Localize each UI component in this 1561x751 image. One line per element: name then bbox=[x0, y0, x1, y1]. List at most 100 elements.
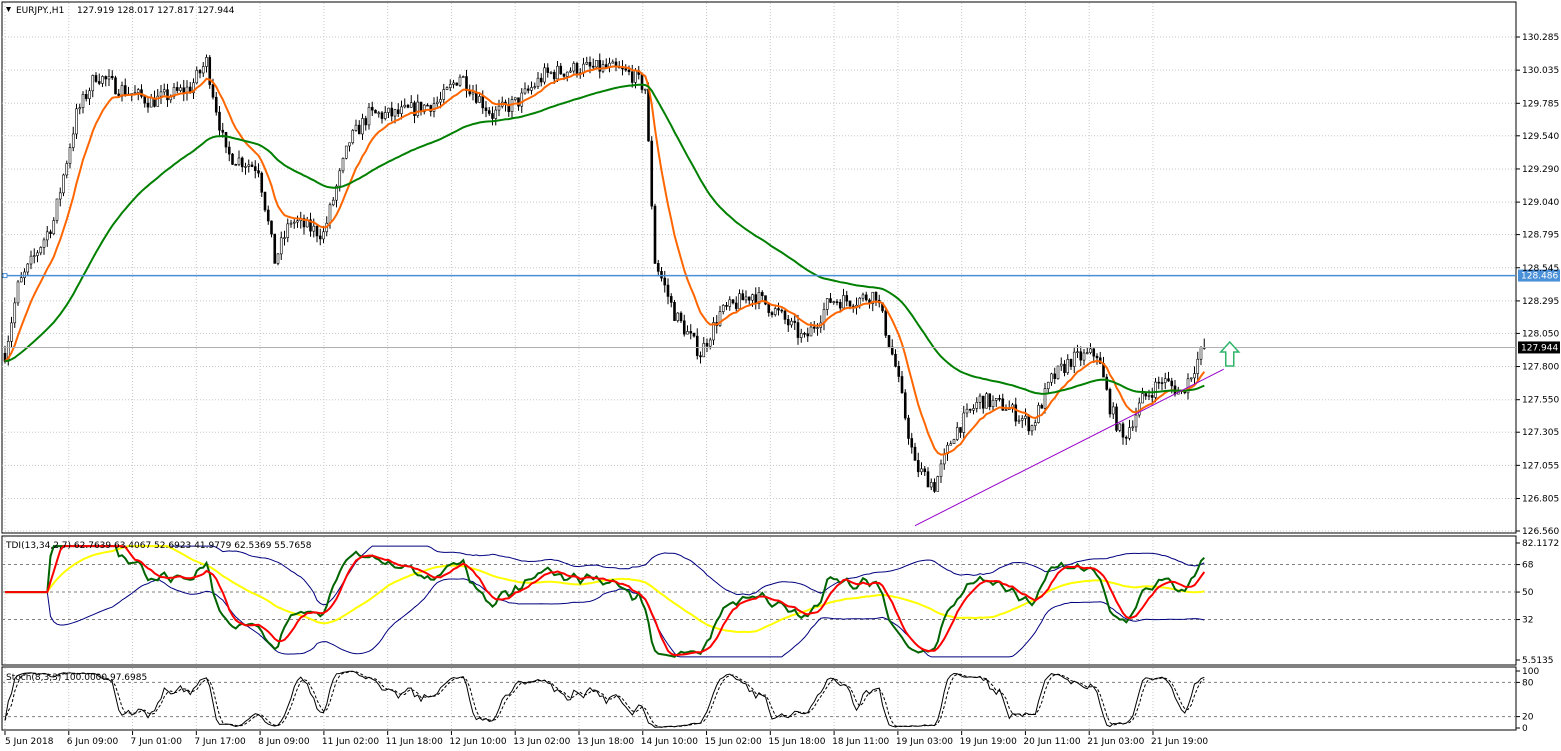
candle-body bbox=[760, 292, 764, 296]
candle-body bbox=[816, 327, 819, 329]
candle-body bbox=[832, 301, 836, 303]
candle-body bbox=[309, 219, 312, 232]
candle-body bbox=[985, 393, 988, 409]
candle-body bbox=[442, 89, 446, 100]
candle-body bbox=[380, 112, 384, 119]
candle-body bbox=[1024, 415, 1027, 419]
candle-body bbox=[962, 412, 966, 433]
time-axis-label: 15 Jun 02:00 bbox=[705, 737, 762, 747]
candle-body bbox=[695, 335, 699, 356]
candle-body bbox=[312, 225, 316, 232]
candle-body bbox=[432, 103, 436, 112]
candle-body bbox=[926, 471, 930, 488]
candle-body bbox=[1095, 355, 1099, 359]
candle-body bbox=[439, 99, 442, 103]
candle-body bbox=[991, 399, 995, 408]
candle-body bbox=[913, 446, 917, 461]
candle-body bbox=[84, 94, 88, 99]
candle-body bbox=[1147, 395, 1151, 397]
candle-body bbox=[370, 107, 374, 111]
candle-body bbox=[741, 293, 745, 301]
candle-body bbox=[71, 133, 75, 148]
tdi-upper-band bbox=[5, 545, 1205, 606]
candle-body bbox=[552, 72, 556, 80]
candle-body bbox=[692, 332, 696, 337]
candle-body bbox=[481, 96, 485, 109]
candle-body bbox=[224, 131, 228, 148]
candle-body bbox=[705, 343, 709, 347]
candle-body bbox=[91, 75, 95, 92]
time-axis-label: 15 Jun 18:00 bbox=[768, 737, 825, 747]
price-axis-label: 127.550 bbox=[1522, 396, 1559, 406]
tdi-label: TDI(13,34,2,7) 62.7639 63.4067 52.6923 4… bbox=[5, 541, 312, 551]
candle-body bbox=[679, 312, 683, 322]
candle-body bbox=[97, 81, 101, 84]
candle-body bbox=[734, 302, 738, 309]
stoch-axis-label: 80 bbox=[1522, 678, 1534, 688]
candle-body bbox=[452, 82, 455, 85]
candle-body bbox=[936, 476, 940, 492]
price-axis-label: 129.290 bbox=[1522, 165, 1559, 175]
candle-body bbox=[13, 302, 17, 324]
candle-body bbox=[406, 104, 410, 108]
candle-body bbox=[656, 263, 660, 272]
tdi-axis-label: 50 bbox=[1522, 588, 1534, 598]
candle-body bbox=[842, 295, 845, 309]
panel-menu-icon[interactable] bbox=[6, 7, 11, 12]
candle-body bbox=[52, 220, 56, 235]
candle-body bbox=[526, 88, 530, 91]
candle-body bbox=[260, 172, 264, 193]
candle-body bbox=[104, 76, 108, 80]
candle-body bbox=[247, 164, 251, 167]
candle-body bbox=[1154, 381, 1157, 398]
candle-body bbox=[16, 281, 20, 304]
candle-body bbox=[1121, 423, 1125, 438]
candle-body bbox=[487, 110, 491, 114]
candle-body bbox=[318, 235, 322, 240]
candle-body bbox=[559, 65, 563, 75]
candle-body bbox=[422, 104, 426, 113]
up-arrow-icon bbox=[1219, 340, 1241, 367]
candle-body bbox=[273, 233, 277, 264]
candle-body bbox=[1030, 425, 1034, 432]
candle-body bbox=[211, 84, 215, 98]
candle-body bbox=[201, 66, 205, 74]
candle-body bbox=[585, 62, 589, 65]
candle-body bbox=[838, 302, 842, 309]
time-axis-label: 5 Jun 2018 bbox=[5, 737, 54, 747]
candle-body bbox=[998, 398, 1001, 400]
candle-body bbox=[1111, 406, 1115, 415]
candle-body bbox=[669, 296, 673, 303]
candle-body bbox=[1124, 436, 1128, 439]
candle-body bbox=[933, 482, 936, 492]
candle-body bbox=[900, 376, 904, 394]
ma-line bbox=[4, 65, 1206, 456]
stoch-label: Stoch(8,3,3) 100.0000 97.6985 bbox=[6, 673, 147, 683]
candle-body bbox=[292, 221, 296, 224]
candle-body bbox=[803, 333, 806, 335]
candle-body bbox=[1046, 381, 1050, 389]
candle-body bbox=[1017, 419, 1021, 422]
candle-body bbox=[874, 291, 878, 301]
candle-body bbox=[263, 191, 267, 211]
candle-body bbox=[955, 427, 959, 440]
candle-body bbox=[845, 295, 849, 302]
price-axis-label: 128.545 bbox=[1522, 264, 1559, 274]
candle-body bbox=[903, 392, 907, 419]
candle-body bbox=[1189, 377, 1193, 380]
candle-body bbox=[208, 57, 212, 85]
candle-body bbox=[556, 65, 559, 80]
candle-body bbox=[143, 96, 147, 104]
candle-body bbox=[1118, 423, 1122, 431]
candle-body bbox=[1069, 359, 1073, 367]
candle-body bbox=[156, 95, 160, 107]
candle-body bbox=[770, 312, 774, 315]
candle-body bbox=[972, 408, 975, 411]
candle-body bbox=[240, 157, 244, 168]
candle-body bbox=[751, 294, 754, 301]
candle-body bbox=[764, 295, 767, 305]
candle-body bbox=[848, 300, 852, 307]
stoch-axis-label: 0 bbox=[1522, 724, 1528, 734]
candle-body bbox=[413, 102, 416, 116]
